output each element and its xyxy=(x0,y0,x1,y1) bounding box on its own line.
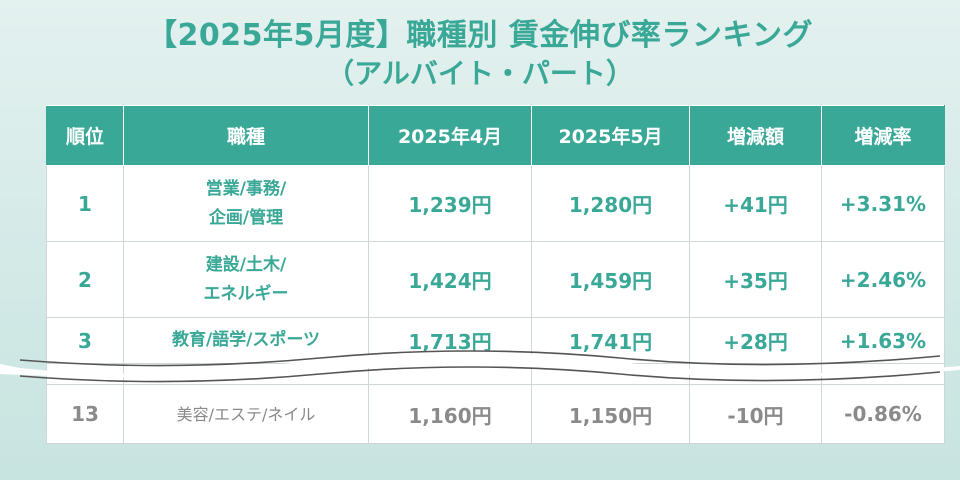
may-wage-cell: 1,150円 xyxy=(531,384,690,444)
job-line: 営業/事務/ xyxy=(205,178,287,199)
job-line: エネルギー xyxy=(203,283,289,304)
rank-cell: 13 xyxy=(46,384,124,444)
table-row: 1 営業/事務/ 企画/管理 1,239円 1,280円 +41円 +3.31% xyxy=(46,165,945,242)
rank-cell: 2 xyxy=(46,241,124,318)
header-diff: 増減額 xyxy=(689,105,822,166)
header-rate: 増減率 xyxy=(821,105,945,166)
diff-cell: +28円 xyxy=(689,317,822,364)
rank-cell: 1 xyxy=(46,165,124,242)
table-header-row: 順位 職種 2025年4月 2025年5月 増減額 増減率 xyxy=(46,105,945,166)
diff-cell: -10円 xyxy=(689,384,822,444)
table-row: 3 教育/語学/スポーツ 1,713円 1,741円 +28円 +1.63% xyxy=(46,317,945,364)
ranking-table: 順位 職種 2025年4月 2025年5月 増減額 増減率 1 営業/事務/ 企… xyxy=(46,105,945,444)
rank-cell: 3 xyxy=(46,317,124,364)
april-wage-cell: 1,424円 xyxy=(368,241,532,318)
diff-cell: +41円 xyxy=(689,165,822,242)
header-rank: 順位 xyxy=(46,105,124,166)
job-cell: 教育/語学/スポーツ xyxy=(123,317,369,364)
rate-cell: +2.46% xyxy=(821,241,945,318)
job-cell: 美容/エステ/ネイル xyxy=(123,384,369,444)
rate-cell: +3.31% xyxy=(821,165,945,242)
page-title: 【2025年5月度】職種別 賃金伸び率ランキング xyxy=(147,18,813,53)
rate-cell: +1.63% xyxy=(821,317,945,364)
may-wage-cell: 1,459円 xyxy=(531,241,690,318)
job-cell: 建設/土木/ エネルギー xyxy=(123,241,369,318)
april-wage-cell: 1,160円 xyxy=(368,384,532,444)
page-subtitle: （アルバイト・パート） xyxy=(326,57,634,90)
header-may: 2025年5月 xyxy=(531,105,690,166)
omission-wave-divider xyxy=(0,350,960,383)
job-line: 建設/土木/ xyxy=(205,254,287,275)
job-line: 企画/管理 xyxy=(208,207,284,228)
table-row: 2 建設/土木/ エネルギー 1,424円 1,459円 +35円 +2.46% xyxy=(46,241,945,318)
diff-cell: +35円 xyxy=(689,241,822,318)
may-wage-cell: 1,280円 xyxy=(531,165,690,242)
rate-cell: -0.86% xyxy=(821,384,945,444)
april-wage-cell: 1,239円 xyxy=(368,165,532,242)
job-cell: 営業/事務/ 企画/管理 xyxy=(123,165,369,242)
header-job: 職種 xyxy=(123,105,369,166)
table-row: 13 美容/エステ/ネイル 1,160円 1,150円 -10円 -0.86% xyxy=(46,384,945,444)
header-april: 2025年4月 xyxy=(368,105,532,166)
